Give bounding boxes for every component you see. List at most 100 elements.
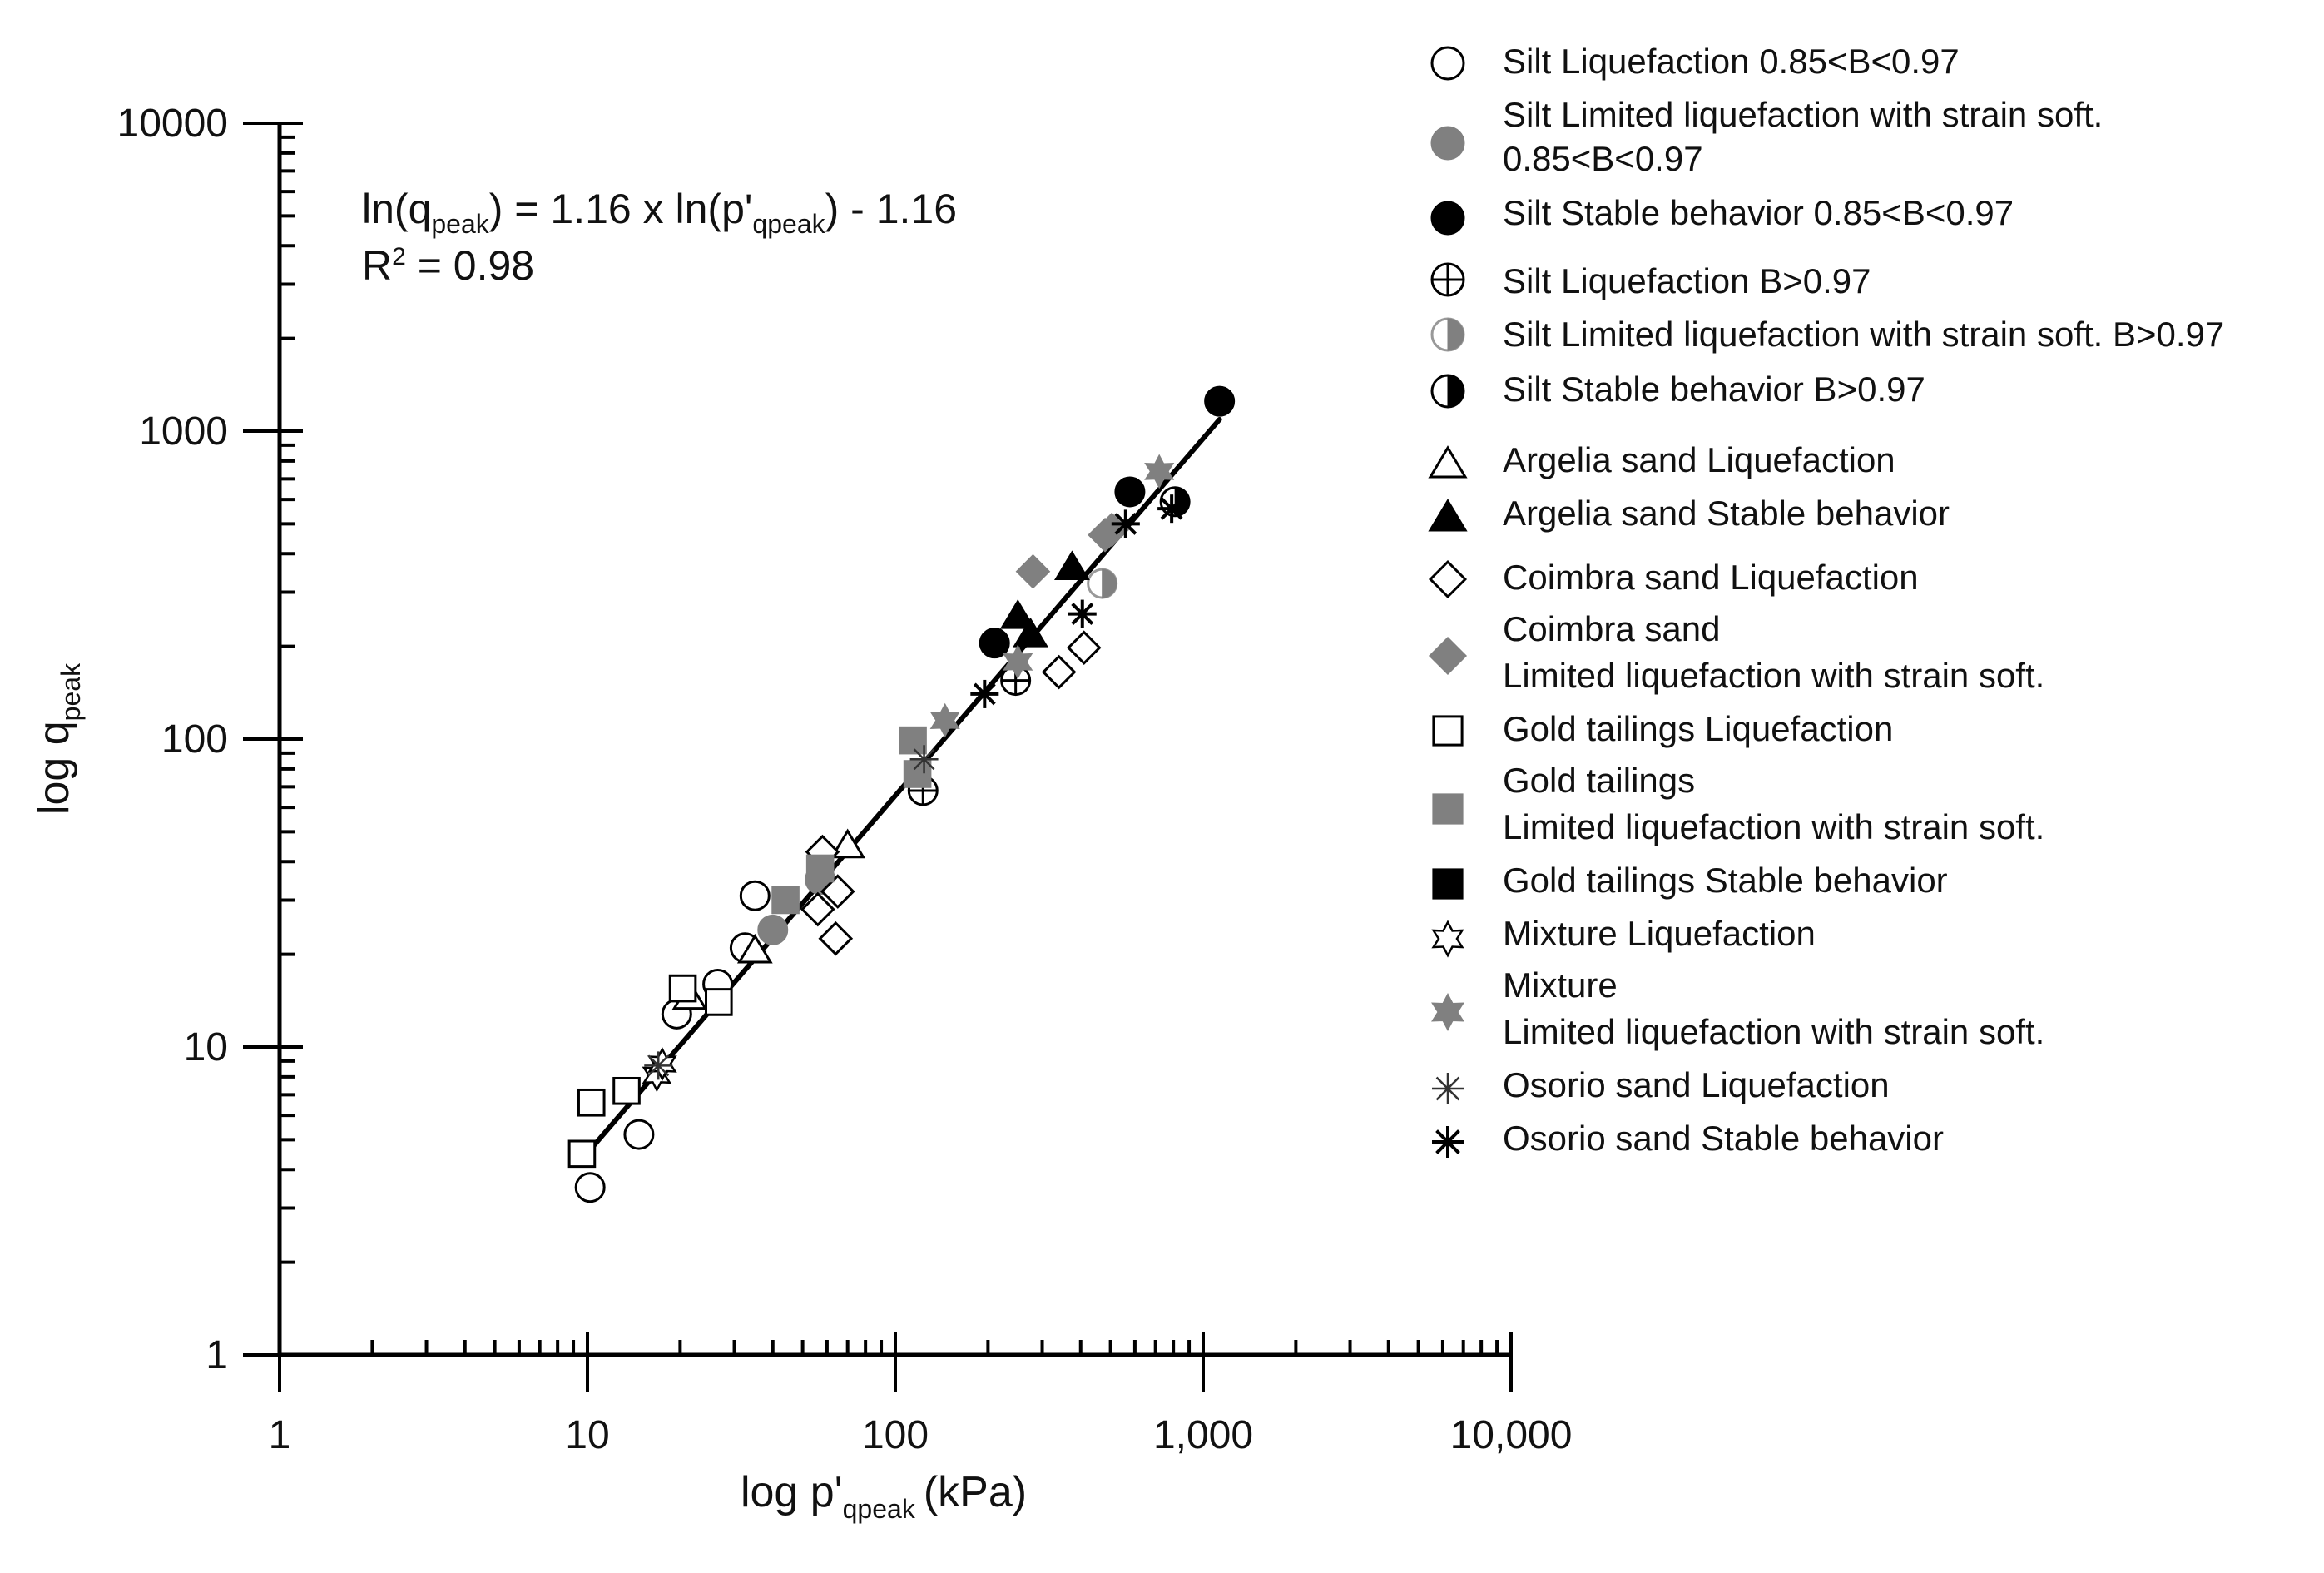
x-tick-label: 10 bbox=[565, 1413, 609, 1457]
legend-marker-circle-half-gray bbox=[1430, 317, 1465, 352]
legend-label: Osorio sand Liquefaction bbox=[1503, 1065, 1890, 1104]
y-tick-label: 1 bbox=[206, 1333, 228, 1377]
legend-marker-asterisk-black bbox=[1432, 1126, 1464, 1158]
legend-label: Gold tailings Liquefaction bbox=[1503, 709, 1893, 748]
legend-label: Silt Stable behavior 0.85<B<0.97 bbox=[1503, 193, 2014, 232]
legend-entry: Silt Limited liquefaction with strain so… bbox=[1430, 315, 2224, 354]
legend-marker-square-black bbox=[1432, 868, 1464, 900]
legend-entry: Silt Stable behavior B>0.97 bbox=[1430, 370, 1925, 409]
legend-entry: Mixture Liquefaction bbox=[1431, 914, 1816, 958]
legend-entry: Silt Liquefaction 0.85<B<0.97 bbox=[1430, 42, 1960, 81]
legend-marker-square-gray bbox=[1432, 793, 1464, 825]
data-point bbox=[970, 679, 999, 708]
data-point bbox=[1013, 618, 1048, 648]
legend-label: Mixture bbox=[1503, 965, 1618, 1005]
y-axis-title: log qpeak bbox=[30, 662, 86, 815]
data-point bbox=[805, 854, 835, 883]
y-tick-label: 10 bbox=[184, 1025, 228, 1069]
data-point bbox=[1041, 654, 1077, 690]
series-asterisk-open bbox=[644, 745, 939, 1080]
series-diamond-gray bbox=[1015, 512, 1130, 589]
data-points bbox=[567, 385, 1236, 1203]
legend-label-line2: Limited liquefaction with strain soft. bbox=[1503, 1012, 2044, 1051]
data-point bbox=[668, 974, 697, 1003]
legend-entry: Gold tailings Liquefaction bbox=[1432, 709, 1893, 748]
legend-marker-triangle-black bbox=[1428, 499, 1468, 532]
legend-label: Silt Stable behavior B>0.97 bbox=[1503, 370, 1925, 409]
data-point bbox=[1111, 509, 1140, 538]
data-point bbox=[1114, 476, 1146, 508]
data-point bbox=[644, 1051, 673, 1080]
data-point bbox=[1053, 550, 1090, 581]
data-point bbox=[574, 1172, 606, 1203]
legend: Silt Liquefaction 0.85<B<0.97 Silt Limite… bbox=[1428, 42, 2224, 1158]
legend-entry: Silt Stable behavior 0.85<B<0.97 bbox=[1430, 193, 2014, 236]
data-point bbox=[1087, 568, 1118, 599]
axes bbox=[243, 122, 1513, 1392]
data-point bbox=[1157, 494, 1187, 524]
legend-label: Osorio sand Stable behavior bbox=[1503, 1119, 1944, 1158]
tick-labels: 1 10 100 1,000 10,000 1 10 100 1000 10000 bbox=[117, 102, 1573, 1457]
legend-entry: Argelia sand Liquefaction bbox=[1428, 440, 1895, 479]
legend-entry: Silt Liquefaction B>0.97 bbox=[1430, 261, 1871, 300]
legend-label: Argelia sand Liquefaction bbox=[1503, 440, 1895, 479]
legend-label: Coimbra sand bbox=[1503, 609, 1720, 648]
data-point bbox=[1068, 599, 1097, 628]
legend-label: Silt Limited liquefaction with strain so… bbox=[1503, 315, 2224, 354]
series-square-gray bbox=[771, 726, 932, 915]
data-point bbox=[979, 628, 1010, 659]
legend-entry: Mixture Limited liquefaction with strain … bbox=[1431, 965, 2044, 1051]
series-triangle-black bbox=[999, 550, 1090, 648]
data-point bbox=[1204, 385, 1236, 417]
legend-entry: Silt Limited liquefaction with strain so… bbox=[1430, 95, 2103, 178]
x-tick-label: 100 bbox=[862, 1413, 929, 1457]
data-point bbox=[567, 1139, 597, 1169]
legend-label: Silt Liquefaction 0.85<B<0.97 bbox=[1503, 42, 1960, 81]
series-asterisk-black bbox=[970, 494, 1187, 708]
legend-entry: Osorio sand Stable behavior bbox=[1432, 1119, 1944, 1158]
data-point bbox=[818, 920, 854, 956]
legend-marker-diamond-open bbox=[1428, 559, 1468, 599]
x-tick-label: 10,000 bbox=[1450, 1413, 1573, 1457]
y-tick-label: 100 bbox=[161, 717, 228, 762]
legend-marker-star6-gray bbox=[1431, 992, 1464, 1032]
data-point bbox=[612, 1076, 641, 1105]
data-point bbox=[999, 598, 1036, 629]
legend-label: Silt Liquefaction B>0.97 bbox=[1503, 261, 1871, 300]
data-point bbox=[820, 874, 855, 909]
data-point bbox=[771, 886, 800, 915]
legend-label-line2: 0.85<B<0.97 bbox=[1503, 139, 1703, 178]
data-point bbox=[739, 880, 771, 911]
legend-entry: Gold tailings Limited liquefaction with s… bbox=[1432, 761, 2044, 846]
legend-label: Silt Limited liquefaction with strain so… bbox=[1503, 95, 2103, 134]
legend-label: Gold tailings bbox=[1503, 761, 1695, 800]
data-point bbox=[577, 1088, 606, 1117]
legend-entry: Argelia sand Stable behavior bbox=[1428, 494, 1950, 533]
x-axis-title: log p'qpeak (kPa) bbox=[741, 1468, 1027, 1524]
y-tick-label: 1000 bbox=[139, 409, 228, 454]
series-diamond-open bbox=[800, 630, 1102, 956]
regression-equation: ln(qpeak) = 1.16 x ln(p'qpeak) - 1.16 bbox=[362, 186, 957, 239]
y-tick-label: 10000 bbox=[117, 102, 228, 146]
legend-label: Coimbra sand Liquefaction bbox=[1503, 558, 1919, 597]
legend-label-line2: Limited liquefaction with strain soft. bbox=[1503, 656, 2044, 695]
data-point bbox=[705, 988, 733, 1016]
x-tick-label: 1 bbox=[269, 1413, 291, 1457]
data-point bbox=[736, 933, 773, 964]
legend-label: Argelia sand Stable behavior bbox=[1503, 494, 1950, 533]
legend-label: Mixture Liquefaction bbox=[1503, 914, 1816, 953]
data-point bbox=[899, 726, 927, 755]
data-point bbox=[757, 914, 789, 945]
legend-marker-circle-open bbox=[1430, 46, 1465, 81]
r-squared-label: R2 = 0.98 bbox=[362, 242, 534, 289]
legend-entry: Coimbra sand Liquefaction bbox=[1428, 558, 1919, 599]
data-point bbox=[929, 702, 960, 738]
legend-marker-circle-black bbox=[1430, 201, 1465, 236]
data-point bbox=[1015, 553, 1051, 589]
legend-marker-circle-cross bbox=[1430, 262, 1465, 297]
data-point bbox=[1003, 644, 1033, 680]
series-star6-gray bbox=[929, 454, 1175, 738]
series-square-open bbox=[567, 974, 733, 1169]
data-point bbox=[830, 828, 866, 859]
